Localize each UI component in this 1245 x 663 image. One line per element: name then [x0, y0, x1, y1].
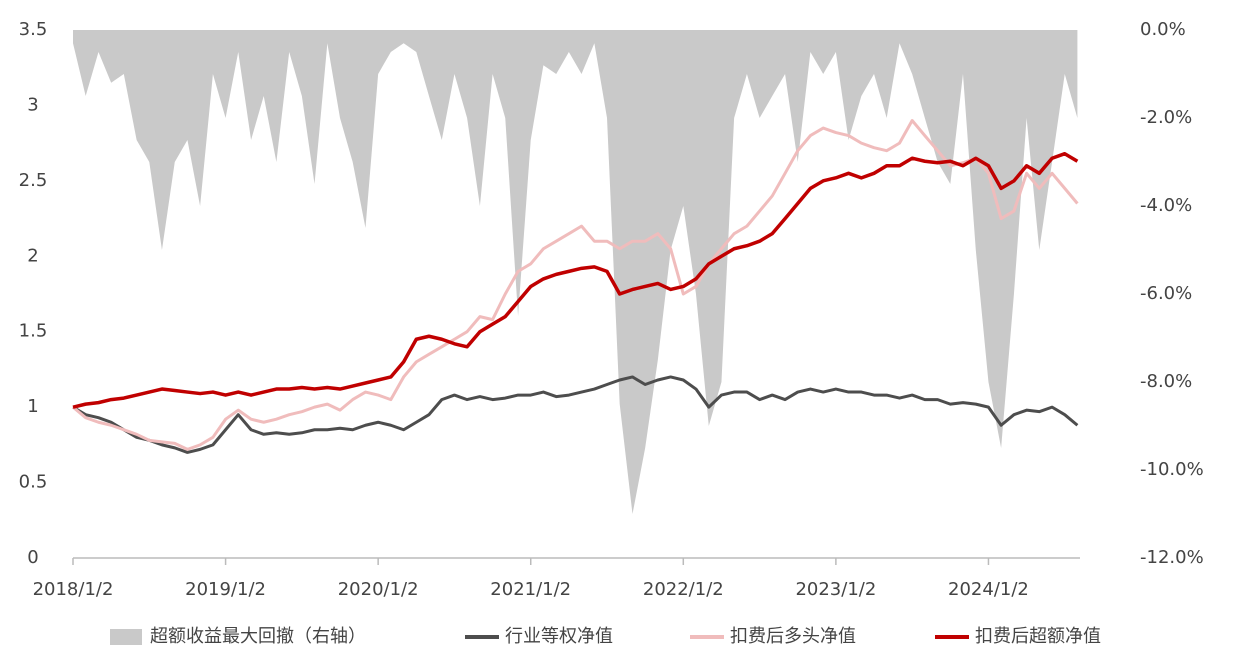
drawdown-area	[73, 30, 1078, 514]
line	[72, 119, 1079, 451]
y-tick-label: 2	[27, 245, 38, 266]
line	[72, 151, 1079, 409]
y2-tick-label: -8.0%	[1140, 371, 1192, 392]
y2-tick-label: -2.0%	[1140, 107, 1192, 128]
x-tick-label: 2021/1/2	[490, 579, 571, 600]
x-tick-label: 2019/1/2	[185, 579, 266, 600]
x-tick-label: 2022/1/2	[643, 579, 724, 600]
x-tick-label: 2024/1/2	[948, 579, 1029, 600]
y-tick-label: 3.5	[19, 19, 48, 40]
y-tick-label: 0.5	[19, 472, 48, 493]
legend-swatch	[110, 629, 142, 645]
legend-label: 行业等权净值	[505, 626, 613, 647]
legend-label: 扣费后超额净值	[975, 626, 1101, 647]
legend-label: 扣费后多头净值	[730, 626, 856, 647]
y-tick-label: 2.5	[19, 170, 48, 191]
y-tick-label: 3	[27, 94, 38, 115]
y-tick-label: 0	[27, 547, 38, 568]
y2-tick-label: -10.0%	[1140, 459, 1204, 480]
x-tick-label: 2018/1/2	[33, 579, 114, 600]
x-tick-label: 2023/1/2	[795, 579, 876, 600]
y2-tick-label: -12.0%	[1140, 547, 1204, 568]
line	[72, 375, 1079, 454]
y-tick-label: 1.5	[19, 321, 48, 342]
y-tick-label: 1	[27, 396, 38, 417]
legend-label: 超额收益最大回撤（右轴）	[150, 626, 366, 647]
y2-tick-label: -4.0%	[1140, 195, 1192, 216]
x-tick-label: 2020/1/2	[338, 579, 419, 600]
y2-tick-label: -6.0%	[1140, 283, 1192, 304]
y2-tick-label: 0.0%	[1140, 19, 1186, 40]
